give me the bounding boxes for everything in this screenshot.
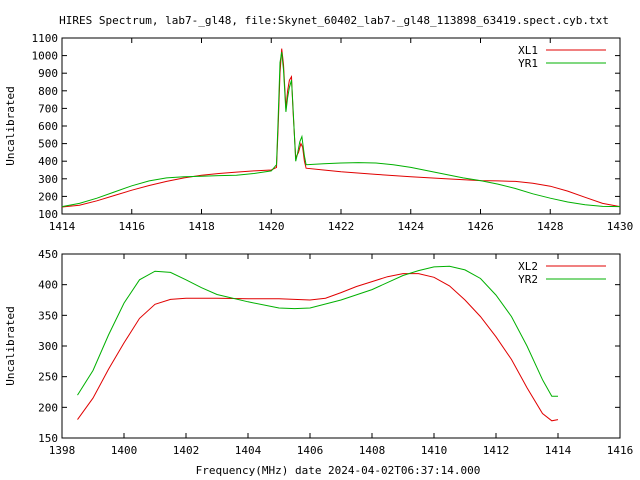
y-tick-label: 200: [38, 190, 58, 203]
chart-panel-1: 1414 1416 1418 1420 1422 1424 1426 1428 1430 100 2…: [4, 32, 633, 233]
x-tick-label: 1398: [49, 444, 76, 457]
x-tick-label: 1422: [328, 220, 355, 233]
x-tick-label: 1414: [49, 220, 76, 233]
x-tick-label: 1412: [483, 444, 510, 457]
y-tick-label: 800: [38, 85, 58, 98]
x-tick-label: 1402: [173, 444, 200, 457]
chart-title: HIRES Spectrum, lab7-_gl48, file:Skynet_…: [59, 14, 609, 27]
y-tick-label: 600: [38, 120, 58, 133]
y-tick-label: 150: [38, 432, 58, 445]
y-tick-label: 1100: [32, 32, 59, 45]
y-tick-label: 350: [38, 309, 58, 322]
series-line-xl2: [77, 273, 559, 422]
y-axis-label: Uncalibrated: [4, 306, 17, 385]
x-tick-label: 1400: [111, 444, 138, 457]
x-tick-label: 1404: [235, 444, 262, 457]
y-tick-label: 300: [38, 173, 58, 186]
x-tick-label: 1410: [421, 444, 448, 457]
series-line-yr1: [61, 52, 621, 208]
x-tick-label: 1408: [359, 444, 386, 457]
y-tick-label: 1000: [32, 50, 59, 63]
legend-label-xl2: XL2: [518, 260, 538, 273]
x-tick-label: 1426: [467, 220, 494, 233]
y-tick-label: 400: [38, 155, 58, 168]
y-tick-label: 450: [38, 248, 58, 261]
x-tick-label: 1416: [607, 444, 634, 457]
y-axis-label: Uncalibrated: [4, 86, 17, 165]
x-tick-label: 1430: [607, 220, 634, 233]
y-tick-label: 900: [38, 67, 58, 80]
legend-label-xl1: XL1: [518, 44, 538, 57]
legend-label-yr1: YR1: [518, 57, 538, 70]
y-tick-label: 250: [38, 371, 58, 384]
x-tick-label: 1428: [537, 220, 564, 233]
chart-panel-2: 1398 1400 1402 1404 1406 1408 1410 1412 1414 1416…: [4, 248, 633, 457]
y-tick-label: 400: [38, 279, 58, 292]
x-axis-label: Frequency(MHz) date 2024-04-02T06:37:14.…: [196, 464, 481, 477]
y-tick-label: 100: [38, 208, 58, 221]
x-tick-label: 1406: [297, 444, 324, 457]
x-tick-label: 1420: [258, 220, 285, 233]
series-line-yr2: [77, 265, 558, 397]
series-line-xl1: [61, 48, 621, 208]
y-tick-label: 200: [38, 401, 58, 414]
x-tick-label: 1416: [119, 220, 146, 233]
x-tick-label: 1418: [188, 220, 215, 233]
x-tick-label: 1414: [545, 444, 572, 457]
x-tick-label: 1424: [398, 220, 425, 233]
y-tick-label: 700: [38, 102, 58, 115]
y-tick-label: 300: [38, 340, 58, 353]
legend-label-yr2: YR2: [518, 273, 538, 286]
y-tick-label: 500: [38, 138, 58, 151]
